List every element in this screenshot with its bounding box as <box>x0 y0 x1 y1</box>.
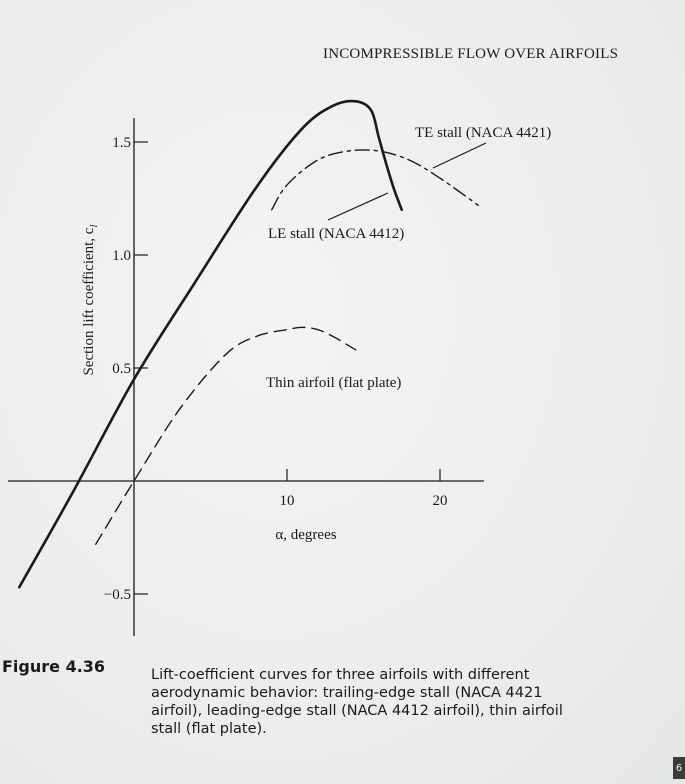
y-tick-label: 1.5 <box>112 135 131 151</box>
y-tick-label: 1.0 <box>112 248 131 264</box>
series-line-2 <box>95 326 357 545</box>
x-tick-label: 20 <box>433 493 448 509</box>
running-header: INCOMPRESSIBLE FLOW OVER AIRFOILS <box>323 46 619 62</box>
series-line-0 <box>17 99 404 589</box>
y-axis-label: Section lift coefficient, cl <box>81 224 100 375</box>
x-tick-label: 10 <box>280 493 295 509</box>
annotation-label: TE stall (NACA 4421) <box>415 125 551 141</box>
annotation-label: Thin airfoil (flat plate) <box>266 375 401 391</box>
series-line-1 <box>271 149 479 211</box>
lift-coefficient-chart: −0.5 0.5 1.0 1.5 10 20 α, degrees Section lift … <box>8 99 551 636</box>
y-tick-label: 0.5 <box>112 361 131 377</box>
annotation-leader <box>327 192 389 221</box>
annotation-leader <box>432 142 487 169</box>
x-axis-label: α, degrees <box>275 527 336 543</box>
figure-label: Figure 4.36 <box>2 657 106 676</box>
annotation-label: LE stall (NACA 4412) <box>268 226 404 242</box>
page-number-fragment: 6 <box>673 757 685 779</box>
y-tick-label: −0.5 <box>104 587 131 603</box>
figure-caption: Lift-coefficient curves for three airfoi… <box>151 667 563 737</box>
